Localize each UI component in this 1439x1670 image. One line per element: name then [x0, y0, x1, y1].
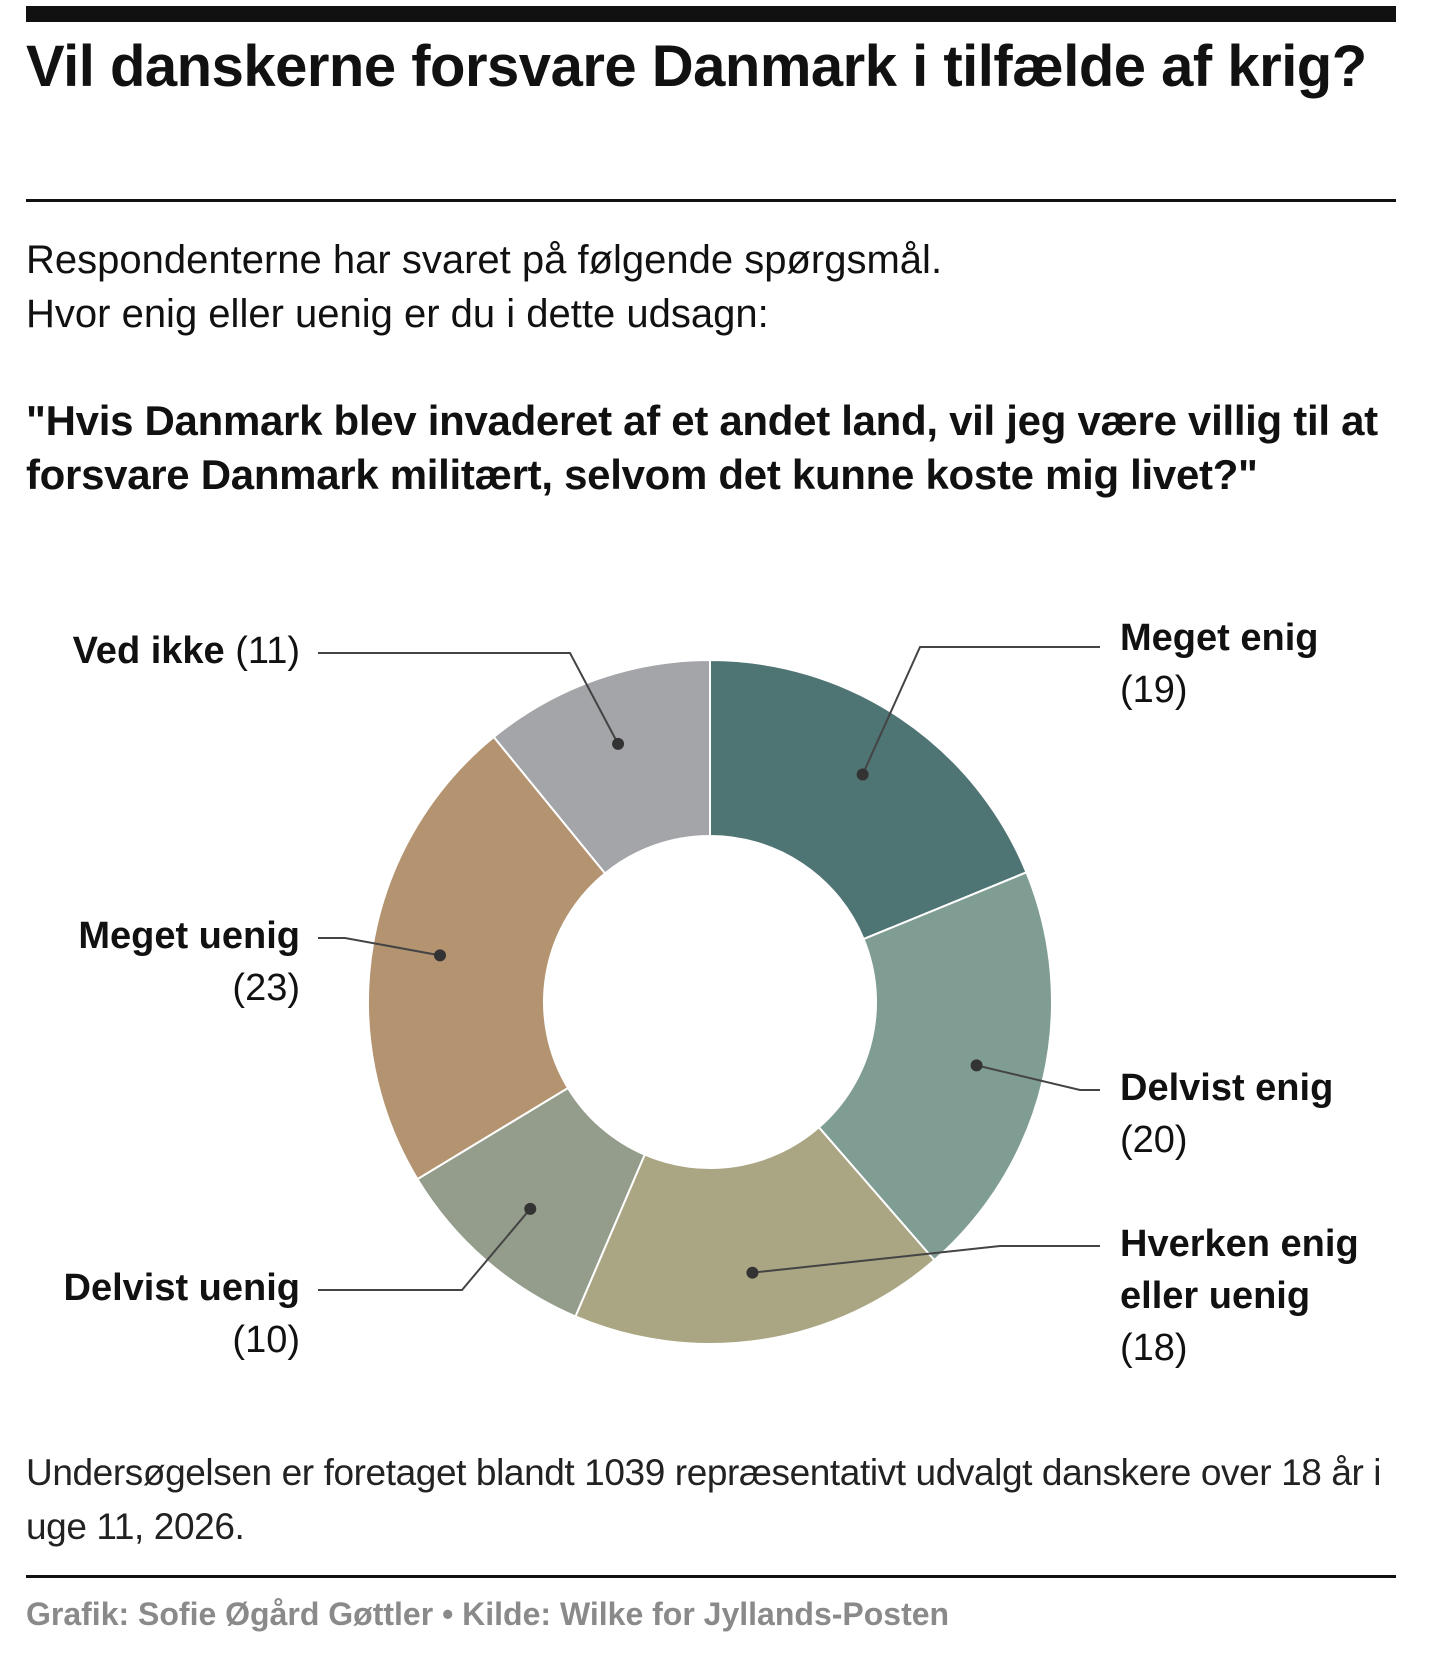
leader-hverken-enig-eller-uenig [752, 1245, 1100, 1274]
label-ved-ikke: Ved ikke (11) [73, 630, 300, 672]
leader-ved-ikke [318, 652, 619, 745]
footer-divider [26, 1575, 1396, 1578]
slice-meget-enig [709, 658, 1028, 941]
label-meget-enig: Meget enig (19) [1120, 617, 1318, 711]
subtitle-line-2: Hvor enig eller uenig er du i dette udsa… [26, 292, 769, 336]
leader-dot-delvist-uenig [524, 1202, 537, 1215]
label-name: Ved ikke [73, 630, 236, 672]
slice-hverken-enig-eller-uenig [574, 1125, 936, 1345]
label-hverken-enig-eller-uenig: Hverken enig eller uenig (18) [1120, 1223, 1359, 1369]
chart-title: Vil danskerne forsvare Danmark i tilfæld… [26, 34, 1367, 99]
leader-delvist-uenig [318, 1208, 532, 1291]
subtitle-line-1: Respondenterne har svaret på følgende sp… [26, 238, 943, 282]
label-value: (10) [232, 1319, 300, 1361]
leader-dot-meget-uenig [433, 949, 446, 962]
source-credit: Grafik: Sofie Øgård Gøttler • Kilde: Wil… [26, 1596, 950, 1632]
leader-dot-meget-enig [856, 768, 869, 781]
label-value: (18) [1120, 1327, 1188, 1369]
label-value: (19) [1120, 669, 1188, 711]
label-name: Delvist uenig [64, 1267, 301, 1309]
slice-ved-ikke [492, 658, 711, 875]
label-name: Hverken enig [1120, 1223, 1359, 1265]
label-delvist-uenig: Delvist uenig (10) [64, 1267, 301, 1361]
label-delvist-enig: Delvist enig (20) [1120, 1067, 1333, 1161]
label-meget-uenig: Meget uenig (23) [78, 915, 300, 1009]
leader-dot-hverken-enig-eller-uenig [746, 1266, 759, 1279]
donut-slices [367, 658, 1053, 1345]
top-rule [26, 6, 1396, 22]
label-value: (11) [235, 630, 300, 672]
slice-labels: Meget enig (19) Delvist enig (20) Hverken en… [64, 617, 1359, 1369]
leader-delvist-enig [976, 1064, 1100, 1091]
label-leaders [318, 646, 1100, 1291]
label-name: Meget uenig [78, 915, 300, 957]
label-name: Delvist enig [1120, 1067, 1333, 1109]
label-name: eller uenig [1120, 1275, 1310, 1317]
label-value: (20) [1120, 1119, 1188, 1161]
survey-footnote: Undersøgelsen er foretaget blandt 1039 r… [26, 1452, 1382, 1547]
slice-meget-uenig [367, 735, 607, 1181]
chart-subtitle: Respondenterne har svaret på følgende sp… [26, 233, 1396, 341]
leader-meget-uenig [318, 937, 441, 957]
title-divider [26, 199, 1396, 202]
survey-question: "Hvis Danmark blev invaderet af et andet… [26, 397, 1378, 498]
label-name: Meget enig [1120, 617, 1318, 659]
leader-meget-enig [861, 646, 1100, 775]
donut-chart: Meget enig (19) Delvist enig (20) Hverken en… [64, 617, 1359, 1369]
leader-dot-delvist-enig [970, 1059, 983, 1072]
slice-delvist-enig [817, 871, 1053, 1262]
label-value: (23) [232, 967, 300, 1009]
leader-dot-ved-ikke [612, 737, 625, 750]
